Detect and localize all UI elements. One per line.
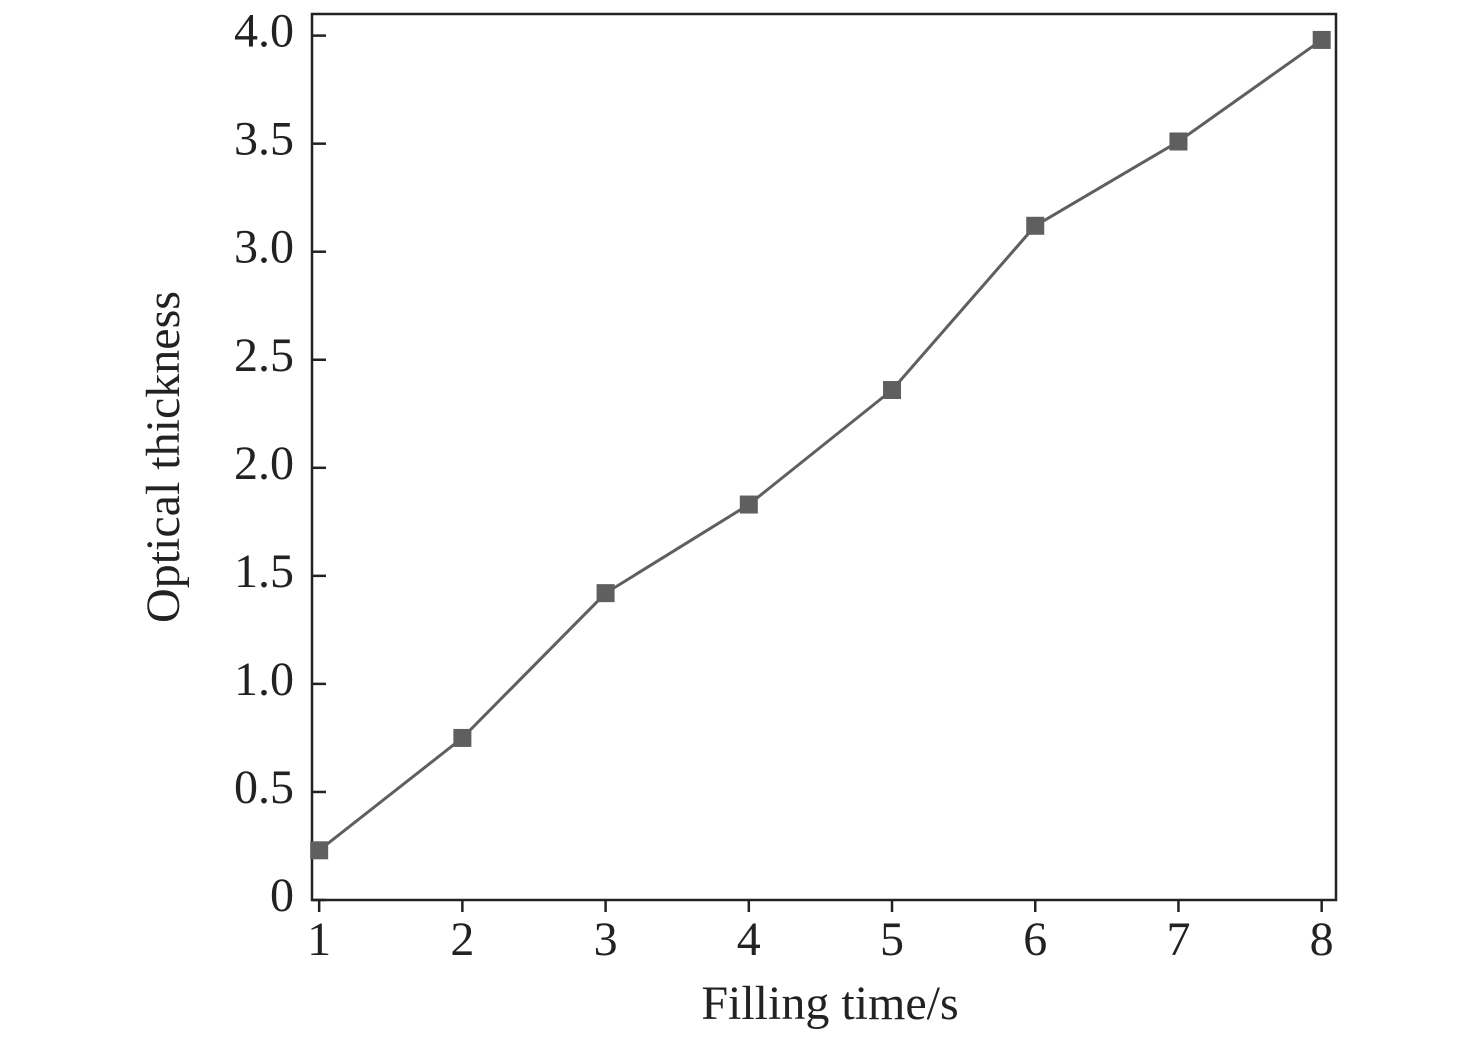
x-tick-label: 7: [1166, 913, 1190, 966]
y-tick-label: 3.5: [234, 113, 294, 166]
y-tick-label: 3.0: [234, 221, 294, 274]
data-point: [1026, 216, 1045, 235]
x-tick-label: 4: [737, 913, 761, 966]
y-tick-label: 1.5: [234, 545, 294, 598]
data-point: [739, 495, 758, 514]
x-tick-label: 1: [307, 913, 331, 966]
y-tick-label: 2.5: [234, 329, 294, 382]
x-tick-label: 6: [1023, 913, 1047, 966]
x-tick-label: 5: [880, 913, 904, 966]
data-point: [1169, 132, 1188, 151]
data-point: [1312, 30, 1331, 49]
x-tick-label: 2: [450, 913, 474, 966]
y-tick-label: 0: [270, 869, 294, 922]
data-point: [596, 584, 615, 603]
x-tick-label: 8: [1310, 913, 1334, 966]
data-point: [310, 841, 329, 860]
plot-frame: [310, 12, 1338, 902]
data-point: [883, 381, 902, 400]
y-tick-label: 4.0: [234, 5, 294, 58]
x-axis-label: Filling time/s: [701, 977, 958, 1030]
series-line: [318, 38, 1323, 852]
data-point: [453, 728, 472, 747]
y-tick-label: 2.0: [234, 437, 294, 490]
y-tick-label: 1.0: [234, 653, 294, 706]
x-tick-label: 3: [594, 913, 618, 966]
y-tick-label: 0.5: [234, 761, 294, 814]
y-axis-label: Optical thickness: [137, 291, 190, 623]
